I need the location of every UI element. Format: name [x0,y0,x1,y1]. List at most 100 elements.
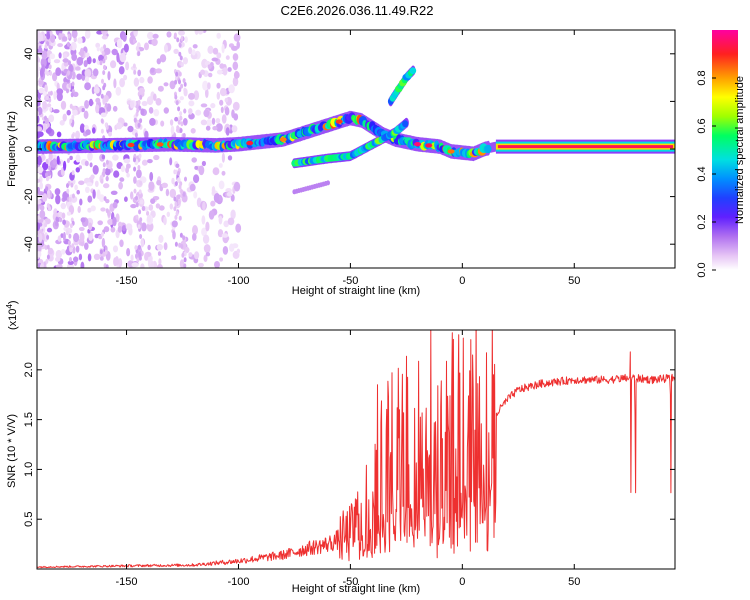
track-peak [447,149,455,154]
noise-streak [49,70,53,76]
noise-speckle [113,78,117,89]
noise-speckle [76,56,84,66]
noise-streak [133,166,137,172]
noise-speckle [233,113,239,121]
snr-ylabel: SNR (10 * V/V) [6,414,18,488]
noise-streak [179,55,183,61]
noise-speckle [115,213,120,223]
noise-speckle [236,41,240,49]
noise-speckle [193,90,200,101]
noise-speckle [193,174,200,184]
noise-speckle [166,211,170,217]
noise-streak [49,107,53,112]
noise-speckle [37,100,41,107]
noise-speckle [111,48,118,56]
noise-speckle [74,184,78,191]
noise-speckle [203,109,210,118]
noise-speckle [69,155,73,161]
noise-speckle [160,120,165,127]
noise-speckle [37,131,44,138]
noise-speckle [73,232,80,243]
noise-streak [65,230,69,236]
noise-streak [43,264,47,268]
noise-streak [183,81,187,87]
colorbar-label: Normalized spectral amplitude [734,76,746,224]
noise-speckle [75,130,80,140]
noise-streak [137,165,141,170]
noise-streak [44,245,48,250]
noise-speckle [119,177,125,182]
noise-speckle [61,212,66,219]
noise-streak [48,64,52,70]
noise-streak [45,172,48,178]
noise-speckle [159,54,167,63]
noise-speckle [55,256,61,262]
noise-speckle [163,242,168,251]
noise-streak [45,159,49,164]
noise-speckle [88,231,94,242]
noise-streak [177,194,181,200]
noise-streak [104,102,108,108]
noise-streak [138,251,142,257]
noise-streak [178,215,182,221]
noise-streak [139,94,143,100]
noise-streak [67,33,71,39]
noise-speckle [192,44,198,49]
noise-speckle [85,186,90,193]
snr-series-line [37,330,675,569]
noise-speckle [155,98,162,106]
track-peak [127,142,135,148]
noise-streak [102,85,106,91]
noise-speckle [140,263,145,268]
noise-speckle [39,210,46,219]
noise-streak [46,95,49,101]
noise-streak [175,100,179,106]
colorbar-tick-label: 0.0 [696,262,708,277]
noise-streak [104,245,108,251]
noise-speckle [179,96,184,101]
noise-streak [46,122,50,128]
noise-streak [66,88,69,94]
noise-speckle [87,151,93,161]
noise-speckle [107,71,111,81]
noise-speckle [93,253,101,260]
noise-speckle [157,85,164,92]
noise-speckle [221,233,229,238]
noise-speckle [149,117,156,126]
noise-speckle [231,125,238,133]
noise-speckle [88,98,94,107]
noise-speckle [147,214,152,223]
noise-speckle [37,166,44,174]
noise-streak [101,78,104,84]
noise-speckle [175,163,180,169]
noise-speckle [125,61,130,71]
noise-speckle [221,170,226,176]
noise-speckle [234,70,240,79]
noise-speckle [144,252,149,261]
noise-speckle [61,36,68,42]
noise-speckle [152,33,159,39]
noise-streak [66,188,70,194]
noise-speckle [100,112,107,118]
noise-speckle [69,63,73,72]
noise-speckle [84,76,90,83]
noise-streak [105,264,109,268]
noise-speckle [218,180,225,190]
noise-speckle [155,203,161,209]
snr-multiplier: (x104) [5,300,19,330]
spec-ytick-label: -40 [23,236,35,252]
noise-streak [44,222,48,228]
noise-speckle [56,155,60,165]
noise-speckle [130,191,134,200]
noise-speckle [92,189,96,199]
noise-speckle [75,245,80,253]
noise-streak [174,215,178,220]
track-peak [279,137,287,142]
noise-speckle [113,170,120,178]
noise-streak [178,87,182,93]
noise-speckle [123,158,131,164]
noise-streak [139,234,143,239]
noise-streak [138,189,142,195]
noise-streak [180,83,184,89]
noise-speckle [232,61,239,71]
